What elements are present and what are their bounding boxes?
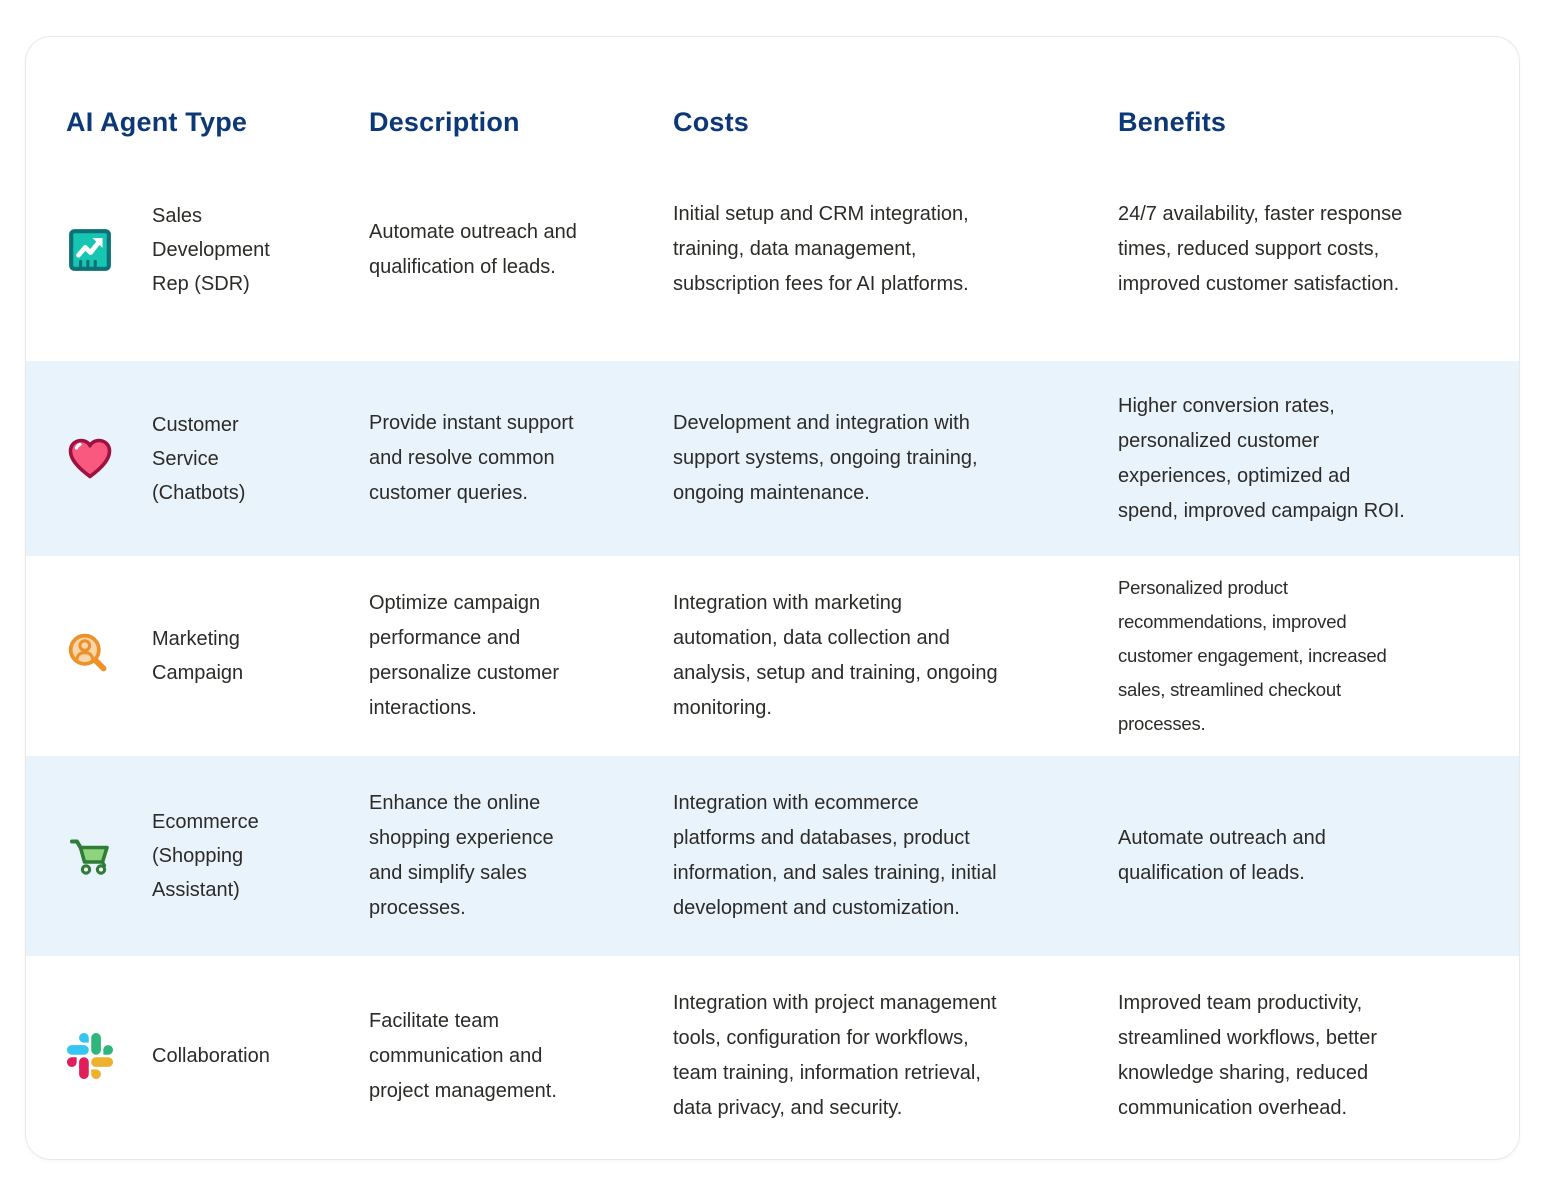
costs-cell: Integration with marketing automation, d…: [673, 592, 998, 719]
agent-name: Ecommerce (Shopping Assistant): [152, 811, 259, 901]
column-header-description: Description: [369, 107, 520, 137]
agent-cell-sdr: Sales Development Rep (SDR): [66, 199, 369, 301]
agent-cell-collaboration: Collaboration: [66, 1033, 369, 1079]
benefits-cell: Improved team productivity, streamlined …: [1118, 992, 1377, 1119]
agent-name: Customer Service (Chatbots): [152, 413, 246, 504]
heart-icon: [66, 436, 114, 482]
column-header-benefits: Benefits: [1118, 107, 1227, 137]
costs-cell: Development and integration with support…: [673, 412, 978, 504]
description-cell: Optimize campaign performance and person…: [369, 592, 560, 719]
person-search-icon: [66, 632, 114, 680]
costs-cell: Integration with ecommerce platforms and…: [673, 792, 997, 919]
description-cell: Enhance the online shopping experience a…: [369, 792, 554, 919]
column-header-costs: Costs: [673, 107, 750, 137]
benefits-cell: Automate outreach and qualification of l…: [1118, 827, 1326, 884]
slack-icon: [66, 1033, 114, 1079]
description-cell: Automate outreach and qualification of l…: [369, 220, 577, 278]
description-cell: Facilitate team communication and projec…: [369, 1009, 557, 1102]
trend-chart-icon: [66, 227, 114, 273]
table-row: Ecommerce (Shopping Assistant) Enhance t…: [26, 756, 1519, 956]
benefits-cell: Personalized product recommendations, im…: [1118, 577, 1387, 734]
agent-cell-marketing: Marketing Campaign: [66, 622, 369, 690]
agent-name: Marketing Campaign: [152, 628, 244, 684]
agent-name: Sales Development Rep (SDR): [152, 204, 270, 295]
description-cell: Provide instant support and resolve comm…: [369, 412, 574, 504]
table-row: Sales Development Rep (SDR) Automate out…: [26, 138, 1519, 361]
agent-name: Collaboration: [152, 1045, 270, 1067]
comparison-table-card: AI Agent Type Description Costs Benefits…: [25, 36, 1520, 1160]
costs-cell: Initial setup and CRM integration, train…: [673, 203, 969, 295]
agent-cell-customer-service: Customer Service (Chatbots): [66, 408, 369, 510]
table-body: Sales Development Rep (SDR) Automate out…: [26, 138, 1519, 1156]
table-row: Collaboration Facilitate team communicat…: [26, 956, 1519, 1156]
shopping-cart-icon: [66, 833, 114, 879]
column-header-agent-type: AI Agent Type: [66, 107, 248, 137]
agent-cell-ecommerce: Ecommerce (Shopping Assistant): [66, 805, 369, 907]
table-row: Customer Service (Chatbots) Provide inst…: [26, 361, 1519, 556]
table-row: Marketing Campaign Optimize campaign per…: [26, 556, 1519, 756]
table-header-row: AI Agent Type Description Costs Benefits: [26, 37, 1519, 138]
costs-cell: Integration with project management tool…: [673, 992, 997, 1119]
benefits-cell: 24/7 availability, faster response times…: [1118, 203, 1403, 295]
benefits-cell: Higher conversion rates, personalized cu…: [1118, 394, 1405, 522]
